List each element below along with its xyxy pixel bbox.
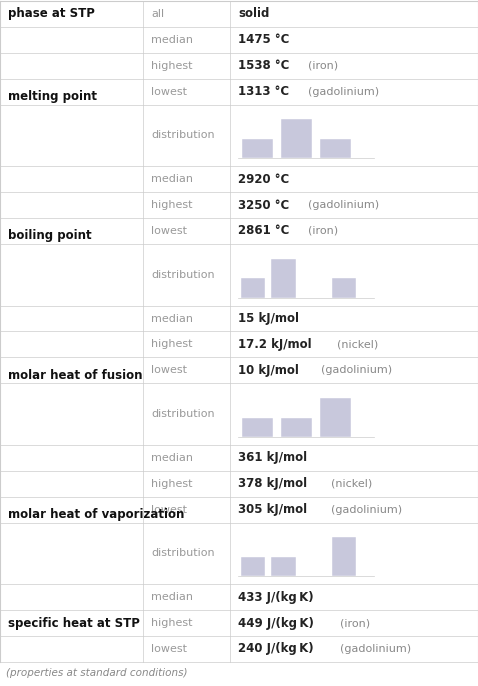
Text: specific heat at STP: specific heat at STP [8, 617, 140, 630]
Text: highest: highest [151, 60, 193, 71]
Bar [242, 418, 273, 437]
Text: (gadolinium): (gadolinium) [308, 200, 379, 210]
Text: (iron): (iron) [308, 226, 338, 236]
Bar [241, 278, 265, 298]
Text: lowest: lowest [151, 505, 187, 514]
Text: 305 kJ/mol: 305 kJ/mol [238, 503, 307, 516]
Text: highest: highest [151, 618, 193, 628]
Text: (gadolinium): (gadolinium) [331, 505, 402, 514]
Text: lowest: lowest [151, 226, 187, 236]
Text: median: median [151, 453, 193, 463]
Text: (gadolinium): (gadolinium) [308, 86, 379, 97]
Bar [242, 139, 273, 158]
Text: lowest: lowest [151, 644, 187, 654]
Bar [272, 557, 295, 576]
Text: (iron): (iron) [308, 60, 338, 71]
Text: median: median [151, 174, 193, 184]
Text: 240 J/(kg K): 240 J/(kg K) [238, 643, 314, 655]
Bar [241, 557, 265, 576]
Bar [332, 278, 356, 298]
Text: distribution: distribution [151, 548, 215, 558]
Text: 2861 °C: 2861 °C [238, 224, 289, 237]
Text: 17.2 kJ/mol: 17.2 kJ/mol [238, 338, 312, 351]
Text: 449 J/(kg K): 449 J/(kg K) [238, 617, 314, 630]
Text: boiling point: boiling point [8, 229, 92, 242]
Text: (iron): (iron) [340, 618, 370, 628]
Text: 1538 °C: 1538 °C [238, 59, 289, 72]
Text: 15 kJ/mol: 15 kJ/mol [238, 312, 299, 325]
Bar [281, 418, 312, 437]
Bar [320, 398, 351, 437]
Bar [332, 537, 356, 576]
Text: 3250 °C: 3250 °C [238, 198, 289, 211]
Text: lowest: lowest [151, 86, 187, 97]
Text: distribution: distribution [151, 130, 215, 141]
Text: lowest: lowest [151, 365, 187, 375]
Bar [272, 259, 295, 298]
Text: 1475 °C: 1475 °C [238, 34, 289, 47]
Bar [281, 119, 312, 158]
Text: 1313 °C: 1313 °C [238, 85, 289, 98]
Text: (gadolinium): (gadolinium) [339, 644, 411, 654]
Text: highest: highest [151, 479, 193, 488]
Text: molar heat of fusion: molar heat of fusion [8, 369, 142, 381]
Text: (properties at standard conditions): (properties at standard conditions) [6, 668, 187, 678]
Bar [320, 139, 351, 158]
Text: 2920 °C: 2920 °C [238, 173, 289, 186]
Text: (gadolinium): (gadolinium) [321, 365, 391, 375]
Text: highest: highest [151, 200, 193, 210]
Text: (nickel): (nickel) [331, 479, 372, 488]
Text: (nickel): (nickel) [337, 340, 378, 349]
Text: melting point: melting point [8, 90, 97, 103]
Text: 10 kJ/mol: 10 kJ/mol [238, 364, 299, 377]
Text: median: median [151, 314, 193, 324]
Text: 433 J/(kg K): 433 J/(kg K) [238, 591, 314, 604]
Text: highest: highest [151, 340, 193, 349]
Text: solid: solid [238, 8, 270, 21]
Text: molar heat of vaporization: molar heat of vaporization [8, 508, 185, 521]
Text: 361 kJ/mol: 361 kJ/mol [238, 451, 307, 464]
Text: phase at STP: phase at STP [8, 8, 95, 21]
Text: median: median [151, 592, 193, 602]
Text: distribution: distribution [151, 409, 215, 419]
Text: 378 kJ/mol: 378 kJ/mol [238, 477, 307, 490]
Text: all: all [151, 9, 164, 19]
Text: distribution: distribution [151, 270, 215, 280]
Text: median: median [151, 35, 193, 45]
